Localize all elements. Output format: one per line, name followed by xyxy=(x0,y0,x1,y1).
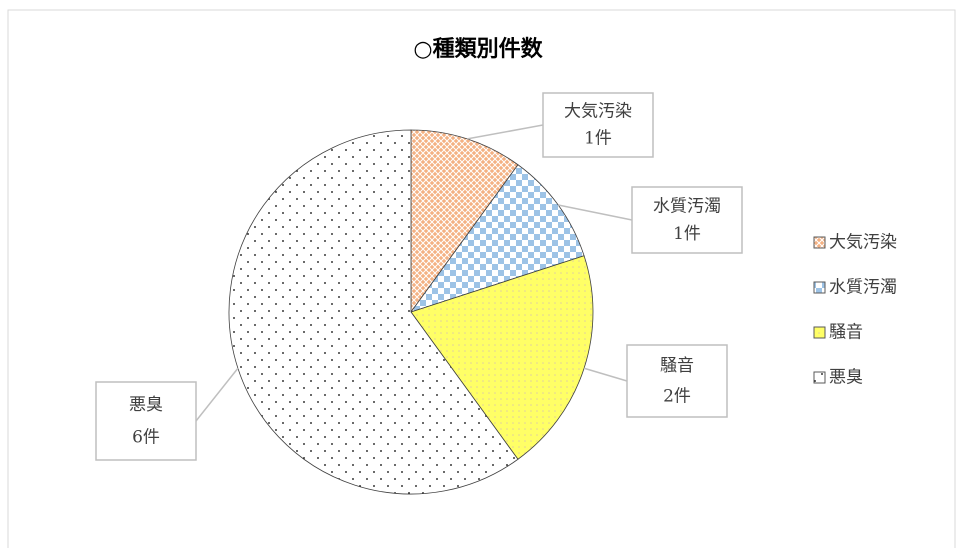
data-label-value: 6件 xyxy=(132,428,160,448)
data-label-value: 1件 xyxy=(673,224,701,244)
leader-line xyxy=(583,367,628,382)
data-label-name: 水質汚濁 xyxy=(653,196,721,216)
leader-line xyxy=(558,204,633,221)
label-box xyxy=(542,92,654,158)
leader-line xyxy=(467,124,544,140)
legend-swatch xyxy=(813,281,826,294)
data-label-name: 大気汚染 xyxy=(564,102,632,122)
chart-title: ○種類別件数 xyxy=(413,36,543,62)
leader-line xyxy=(195,367,239,422)
legend-label: 水質汚濁 xyxy=(829,278,897,298)
legend-label: 悪臭 xyxy=(829,368,863,388)
data-label-value: 1件 xyxy=(584,129,612,149)
pie-slice xyxy=(409,164,585,313)
legend-swatch xyxy=(813,236,826,249)
legend-swatch xyxy=(813,326,826,339)
legend-swatch xyxy=(813,371,826,384)
data-label-name: 騒音 xyxy=(660,356,694,376)
legend-label: 騒音 xyxy=(829,323,863,343)
label-box xyxy=(626,344,728,418)
pie-slice xyxy=(410,129,519,314)
pie-slice xyxy=(410,255,594,460)
legend-label: 大気汚染 xyxy=(829,233,897,253)
label-box xyxy=(95,381,197,461)
data-label-name: 悪臭 xyxy=(129,395,163,415)
data-label-value: 2件 xyxy=(663,386,691,406)
label-box xyxy=(631,186,743,254)
